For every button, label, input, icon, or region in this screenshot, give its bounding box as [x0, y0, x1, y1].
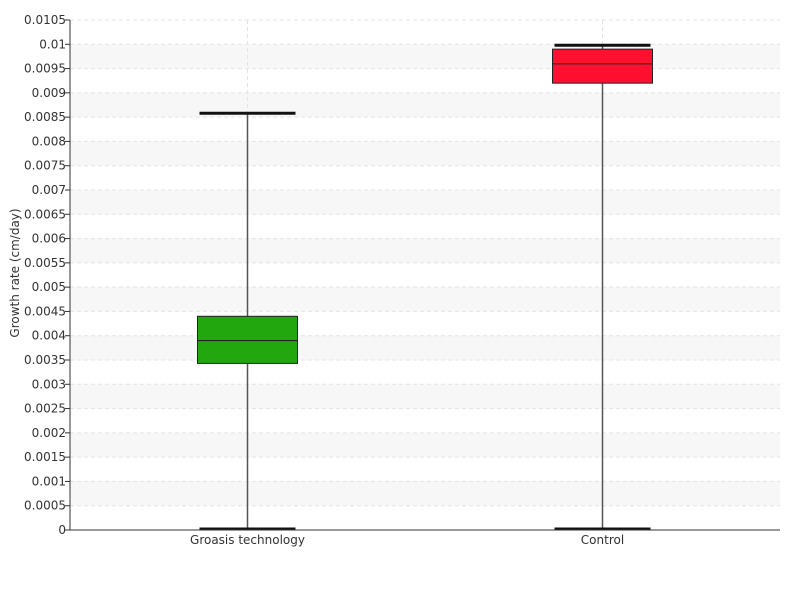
- y-tick-label: 0.009: [32, 86, 66, 100]
- y-axis-title: Growth rate (cm/day): [8, 208, 22, 337]
- box-control: [552, 20, 653, 531]
- y-tick-label: 0.0095: [24, 62, 66, 76]
- y-tick-label: 0.0035: [24, 353, 66, 367]
- y-tick-label: 0.0025: [24, 402, 66, 416]
- grid-band: [70, 141, 780, 166]
- x-axis-category-labels: Groasis technology Control: [190, 533, 624, 547]
- y-tick-label: 0.005: [32, 280, 66, 294]
- y-tick-label: 0.002: [32, 426, 66, 440]
- grid-band: [70, 481, 780, 506]
- y-tick-label: 0.01: [39, 37, 66, 51]
- y-tick-label: 0.0065: [24, 207, 66, 221]
- x-category-label: Groasis technology: [190, 533, 305, 547]
- grid-band: [70, 190, 780, 215]
- box-iqr: [552, 48, 653, 84]
- grid-band: [70, 238, 780, 263]
- y-tick-label: 0.0015: [24, 450, 66, 464]
- y-tick-label: 0.0075: [24, 159, 66, 173]
- grid-band: [70, 335, 780, 360]
- grid-lines: [70, 19, 780, 507]
- grid-band: [70, 44, 780, 69]
- y-tick-label: 0.004: [32, 329, 66, 343]
- y-tick-label: 0.007: [32, 183, 66, 197]
- box-series: [197, 20, 653, 531]
- grid-band: [70, 287, 780, 312]
- y-tick-label: 0.003: [32, 377, 66, 391]
- grid-band: [70, 432, 780, 458]
- box-iqr: [197, 315, 298, 364]
- y-tick-label: 0: [58, 523, 66, 537]
- x-category-label: Control: [581, 533, 624, 547]
- grid-band: [70, 92, 780, 118]
- grid-band: [70, 384, 780, 409]
- y-tick-label: 0.0005: [24, 499, 66, 513]
- y-tick-label: 0.0085: [24, 110, 66, 124]
- y-tick-label: 0.008: [32, 134, 66, 148]
- y-tick-label: 0.0105: [24, 13, 66, 27]
- box-groasis-technology: [197, 20, 298, 531]
- y-tick-label: 0.0045: [24, 304, 66, 318]
- y-tick-label: 0.006: [32, 232, 66, 246]
- y-tick-label: 0.001: [32, 474, 66, 488]
- y-tick-label: 0.0055: [24, 256, 66, 270]
- y-axis-ticks: 0 0.0005 0.001 0.0015 0.002 0.0025 0.003 0.0035…: [24, 13, 70, 537]
- grid-bands: [70, 44, 780, 506]
